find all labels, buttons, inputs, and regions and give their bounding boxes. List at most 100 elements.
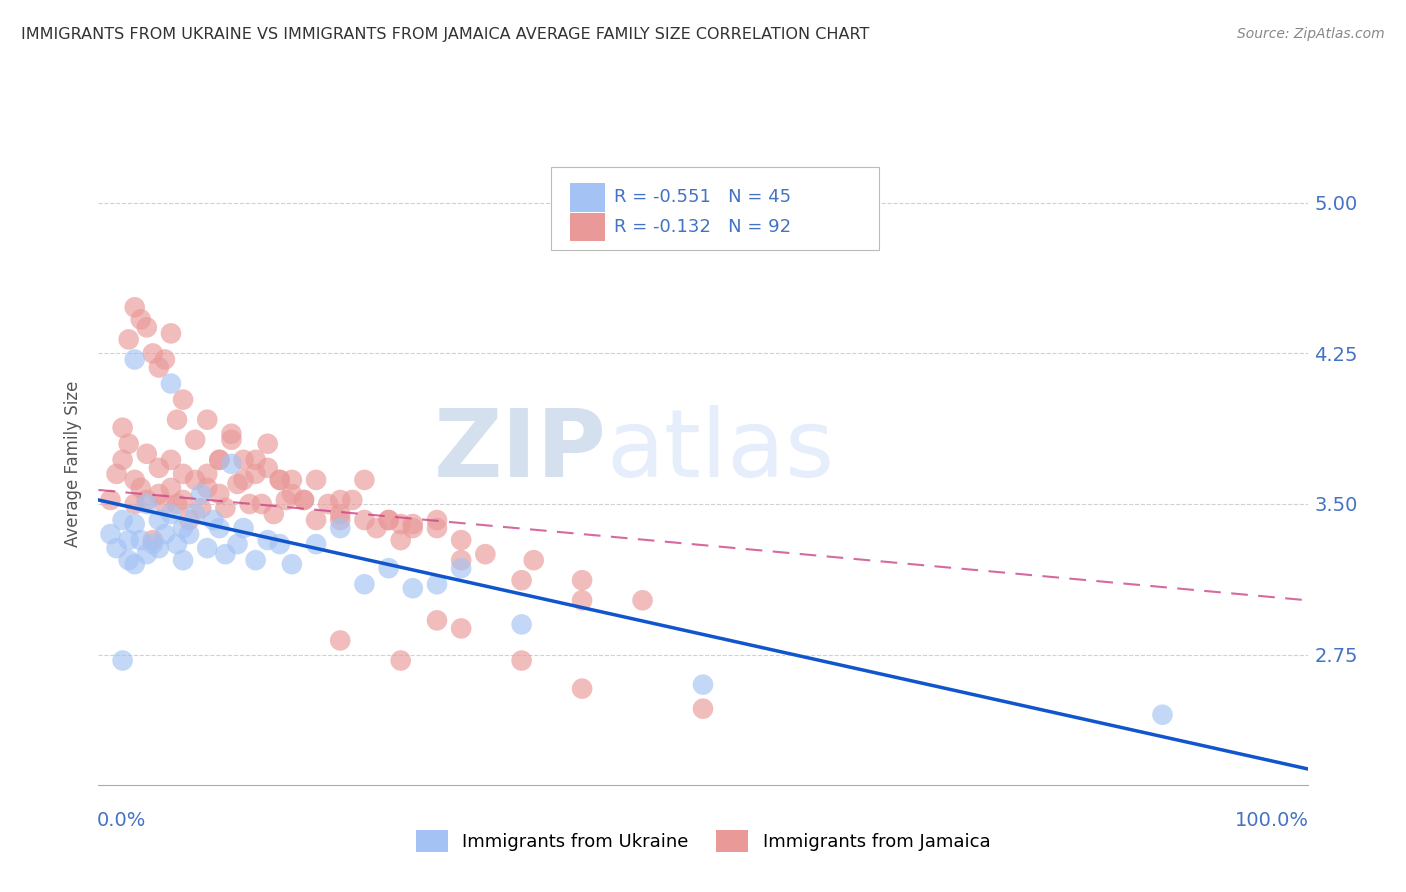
Point [166, 497, 188, 511]
Point [245, 553, 267, 567]
Point [305, 513, 328, 527]
Point [118, 553, 141, 567]
Text: R = -0.551   N = 45: R = -0.551 N = 45 [614, 188, 792, 206]
Text: Source: ZipAtlas.com: Source: ZipAtlas.com [1237, 27, 1385, 41]
Text: R = -0.132   N = 92: R = -0.132 N = 92 [614, 218, 792, 236]
Point [305, 473, 328, 487]
Point [214, 501, 236, 516]
Point [232, 473, 254, 487]
Point [329, 521, 352, 535]
Text: 100.0%: 100.0% [1234, 811, 1309, 830]
Point [474, 547, 496, 561]
Point [256, 437, 278, 451]
Point [135, 447, 157, 461]
Point [329, 493, 352, 508]
Point [135, 497, 157, 511]
Point [135, 320, 157, 334]
Point [239, 497, 262, 511]
Point [316, 497, 339, 511]
Point [221, 433, 243, 447]
Point [190, 487, 212, 501]
Point [208, 453, 231, 467]
Point [226, 477, 249, 491]
Point [208, 487, 231, 501]
Point [148, 360, 170, 375]
Point [214, 547, 236, 561]
Point [148, 513, 170, 527]
Point [148, 461, 170, 475]
Point [377, 561, 399, 575]
Point [118, 333, 141, 347]
Point [221, 457, 243, 471]
Point [160, 326, 183, 341]
Point [402, 521, 425, 535]
Point [571, 681, 593, 696]
Point [571, 574, 593, 588]
Point [195, 541, 218, 556]
Point [172, 467, 194, 481]
Text: IMMIGRANTS FROM UKRAINE VS IMMIGRANTS FROM JAMAICA AVERAGE FAMILY SIZE CORRELATI: IMMIGRANTS FROM UKRAINE VS IMMIGRANTS FR… [21, 27, 869, 42]
Point [256, 533, 278, 548]
Point [135, 547, 157, 561]
Point [160, 481, 183, 495]
Point [221, 426, 243, 441]
Point [450, 533, 472, 548]
Point [510, 654, 533, 668]
Point [523, 553, 546, 567]
Point [329, 513, 352, 527]
Point [450, 561, 472, 575]
Point [153, 527, 176, 541]
Point [190, 501, 212, 516]
Point [342, 493, 364, 508]
Point [377, 513, 399, 527]
Point [329, 633, 352, 648]
Point [124, 497, 146, 511]
Point [305, 537, 328, 551]
Point [1152, 707, 1174, 722]
Point [129, 533, 152, 548]
Point [135, 493, 157, 508]
Point [274, 493, 297, 508]
Point [269, 537, 291, 551]
Point [263, 507, 285, 521]
Point [389, 654, 412, 668]
Point [353, 577, 375, 591]
Point [179, 527, 201, 541]
Point [269, 473, 291, 487]
Point [389, 533, 412, 548]
Point [184, 507, 207, 521]
Point [402, 582, 425, 596]
Point [281, 557, 304, 572]
Point [111, 513, 134, 527]
Point [148, 541, 170, 556]
Point [195, 481, 218, 495]
Point [329, 507, 352, 521]
Point [111, 654, 134, 668]
Point [153, 352, 176, 367]
Point [426, 521, 449, 535]
Point [281, 473, 304, 487]
Point [353, 513, 375, 527]
Point [153, 497, 176, 511]
Point [195, 467, 218, 481]
Text: ZIP: ZIP [433, 405, 606, 497]
Point [124, 557, 146, 572]
Point [148, 487, 170, 501]
Point [232, 521, 254, 535]
Point [245, 467, 267, 481]
Point [184, 433, 207, 447]
Text: 0.0%: 0.0% [97, 811, 146, 830]
Point [250, 497, 273, 511]
Point [124, 517, 146, 532]
Point [245, 453, 267, 467]
Point [402, 517, 425, 532]
Point [292, 493, 315, 508]
Point [172, 493, 194, 508]
Point [571, 593, 593, 607]
Point [692, 678, 714, 692]
Point [269, 473, 291, 487]
Point [692, 702, 714, 716]
Point [100, 493, 122, 508]
Point [232, 453, 254, 467]
Point [118, 437, 141, 451]
